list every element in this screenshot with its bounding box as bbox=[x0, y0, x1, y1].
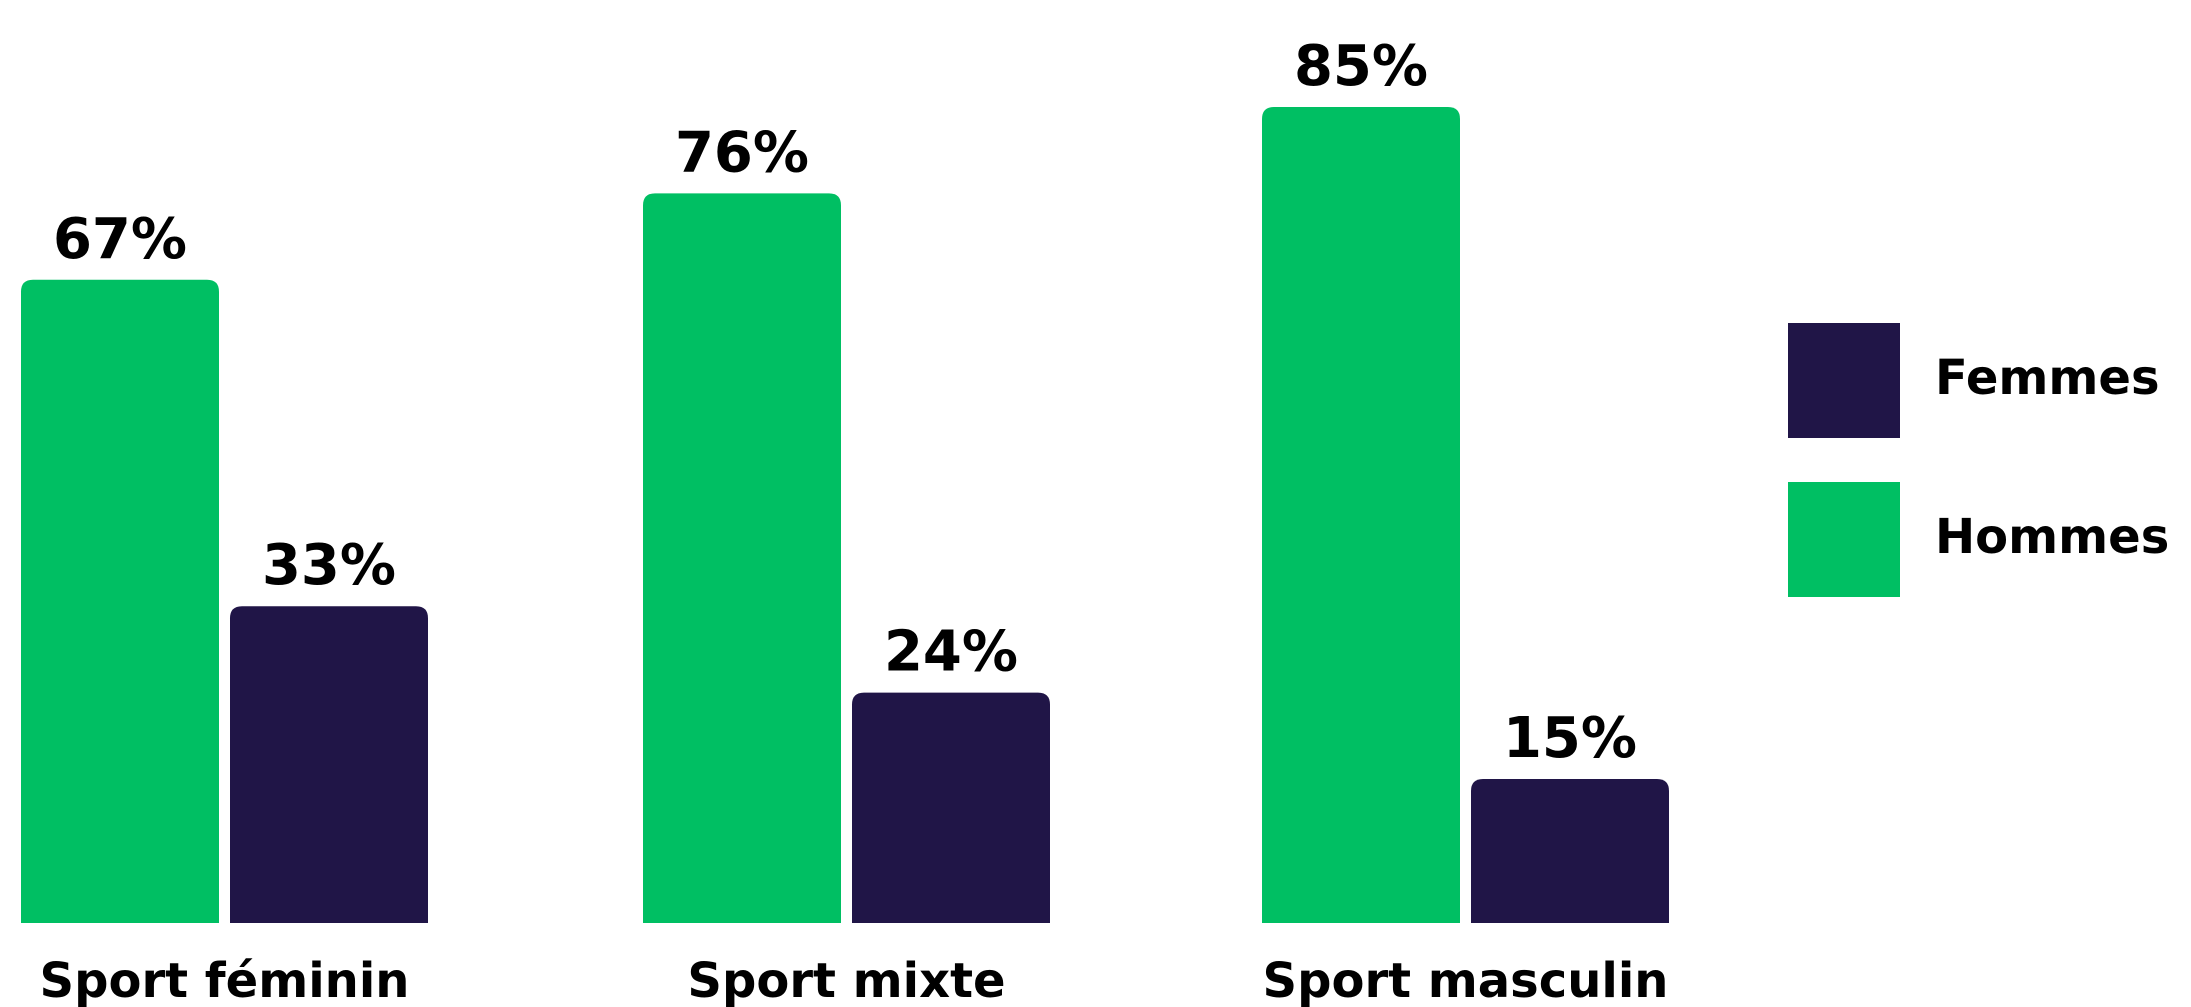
legend-swatch bbox=[1788, 482, 1900, 597]
x-tick-label: Sport masculin bbox=[1263, 953, 1669, 1007]
bar bbox=[643, 193, 841, 923]
bar bbox=[230, 606, 428, 923]
x-tick-label: Sport féminin bbox=[40, 953, 410, 1007]
x-tick-label: Sport mixte bbox=[687, 953, 1005, 1007]
value-label: 24% bbox=[884, 620, 1018, 685]
bar bbox=[1262, 107, 1460, 923]
value-label: 15% bbox=[1503, 706, 1637, 771]
value-label: 67% bbox=[53, 207, 187, 272]
value-label: 76% bbox=[675, 120, 809, 185]
bar bbox=[852, 692, 1050, 923]
value-label: 85% bbox=[1294, 34, 1428, 99]
legend-label: Hommes bbox=[1935, 509, 2169, 565]
legend-label: Femmes bbox=[1935, 350, 2160, 406]
bar bbox=[21, 279, 219, 923]
legend-swatch bbox=[1788, 323, 1900, 438]
bar bbox=[1471, 779, 1669, 923]
value-label: 33% bbox=[262, 533, 396, 598]
